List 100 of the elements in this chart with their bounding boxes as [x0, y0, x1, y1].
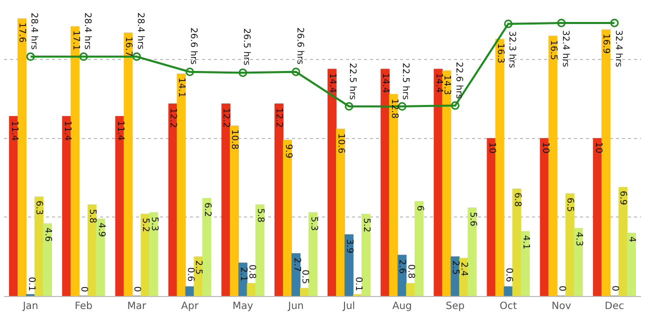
bar	[512, 188, 522, 296]
x-tick-label: Jul	[342, 301, 356, 312]
data-label: 5.2	[140, 218, 150, 232]
data-label: 28.4 hrs	[82, 12, 92, 50]
bar	[149, 212, 158, 296]
data-label: 6.5	[564, 198, 574, 212]
bar	[70, 26, 80, 296]
x-tick-label: Aug	[392, 301, 412, 312]
data-label: 16.3	[494, 43, 505, 64]
data-label: 4.3	[574, 232, 584, 246]
point	[557, 18, 566, 28]
data-label: 5.8	[87, 208, 98, 224]
x-tick-label: Mar	[127, 301, 148, 312]
data-label: 12.2	[168, 108, 178, 128]
bar	[300, 288, 309, 296]
bar	[380, 68, 390, 296]
point	[26, 52, 35, 61]
data-label: 0	[556, 286, 566, 292]
data-label: 11.4	[8, 120, 19, 142]
bar	[274, 103, 284, 296]
bar	[574, 228, 583, 296]
point	[238, 68, 248, 77]
data-label: 32.4 hrs	[560, 30, 570, 68]
data-label: 11.4	[62, 120, 72, 141]
bar	[495, 38, 504, 296]
bar	[504, 286, 513, 296]
data-label: 5.3	[149, 216, 160, 232]
point	[610, 18, 619, 28]
data-label: 0.1	[352, 276, 363, 292]
data-label: 4.6	[42, 227, 53, 242]
data-label: 10	[486, 142, 497, 154]
point	[79, 52, 88, 61]
data-label: 16.5	[548, 40, 558, 60]
data-label: 5.3	[308, 216, 318, 231]
data-label: 22.5 hrs	[400, 62, 410, 100]
data-label: 2.7	[291, 257, 302, 272]
bar	[486, 138, 496, 296]
x-tick-label: Dec	[604, 301, 624, 312]
data-label: 5.2	[361, 218, 372, 232]
bar	[221, 103, 230, 296]
bar	[328, 68, 337, 296]
bar	[520, 231, 530, 296]
data-label: 0.6	[503, 268, 514, 282]
data-label: 10	[592, 142, 603, 154]
bar	[565, 193, 574, 296]
data-label: 22.6 hrs	[453, 62, 464, 100]
data-label: 16.9	[600, 34, 611, 54]
data-label: 12.2	[220, 108, 231, 128]
bar	[255, 204, 264, 296]
data-label: 14.4	[433, 72, 444, 94]
bar	[344, 234, 354, 296]
data-label: 14.4	[327, 72, 338, 94]
point	[344, 102, 354, 111]
data-label: 22.5 hrs	[346, 62, 357, 100]
data-label: 17.6	[16, 22, 27, 43]
point	[186, 68, 194, 76]
bar	[362, 214, 371, 296]
bar	[43, 223, 52, 296]
data-label: 9.9	[282, 144, 293, 159]
bar	[618, 187, 628, 296]
bar	[468, 207, 477, 296]
bar	[62, 116, 72, 296]
data-label: 6	[414, 205, 425, 212]
data-label: 2.1	[238, 267, 248, 282]
data-label: 32.3 hrs	[506, 31, 517, 68]
bar	[168, 103, 178, 296]
bar	[34, 196, 44, 296]
bar	[442, 70, 452, 296]
data-label: 0.5	[300, 270, 310, 284]
data-label: 14.1	[176, 77, 186, 98]
x-tick-label: Feb	[74, 301, 92, 312]
data-label: 3.9	[344, 238, 354, 254]
bar	[626, 232, 636, 296]
x-tick-label: Oct	[500, 301, 518, 312]
point	[292, 68, 300, 76]
data-label: 32.4 hrs	[612, 30, 623, 68]
bar	[406, 283, 416, 296]
data-label: 0.8	[406, 264, 416, 279]
data-label: 17.1	[70, 30, 81, 50]
data-label: 5.8	[254, 208, 265, 223]
bar	[592, 138, 602, 296]
x-tick-label: Sep	[446, 301, 465, 312]
bar	[282, 140, 292, 296]
point	[450, 101, 460, 110]
data-label: 28.4 hrs	[28, 12, 39, 50]
bar	[308, 212, 318, 296]
data-label: 5.6	[467, 212, 478, 227]
bar	[115, 116, 124, 296]
point	[132, 52, 141, 61]
data-label: 10.6	[335, 133, 346, 154]
data-label: 6.8	[512, 192, 522, 208]
x-tick-label: Apr	[181, 301, 200, 312]
data-label: 4.9	[96, 222, 106, 238]
data-label: 16.7	[123, 36, 134, 57]
data-label: 26.6 hrs	[188, 28, 198, 65]
bar	[540, 138, 549, 296]
point	[504, 20, 513, 28]
data-label: 10	[540, 142, 550, 154]
data-label: 11.4	[115, 120, 126, 141]
data-label: 12.8	[388, 98, 399, 119]
